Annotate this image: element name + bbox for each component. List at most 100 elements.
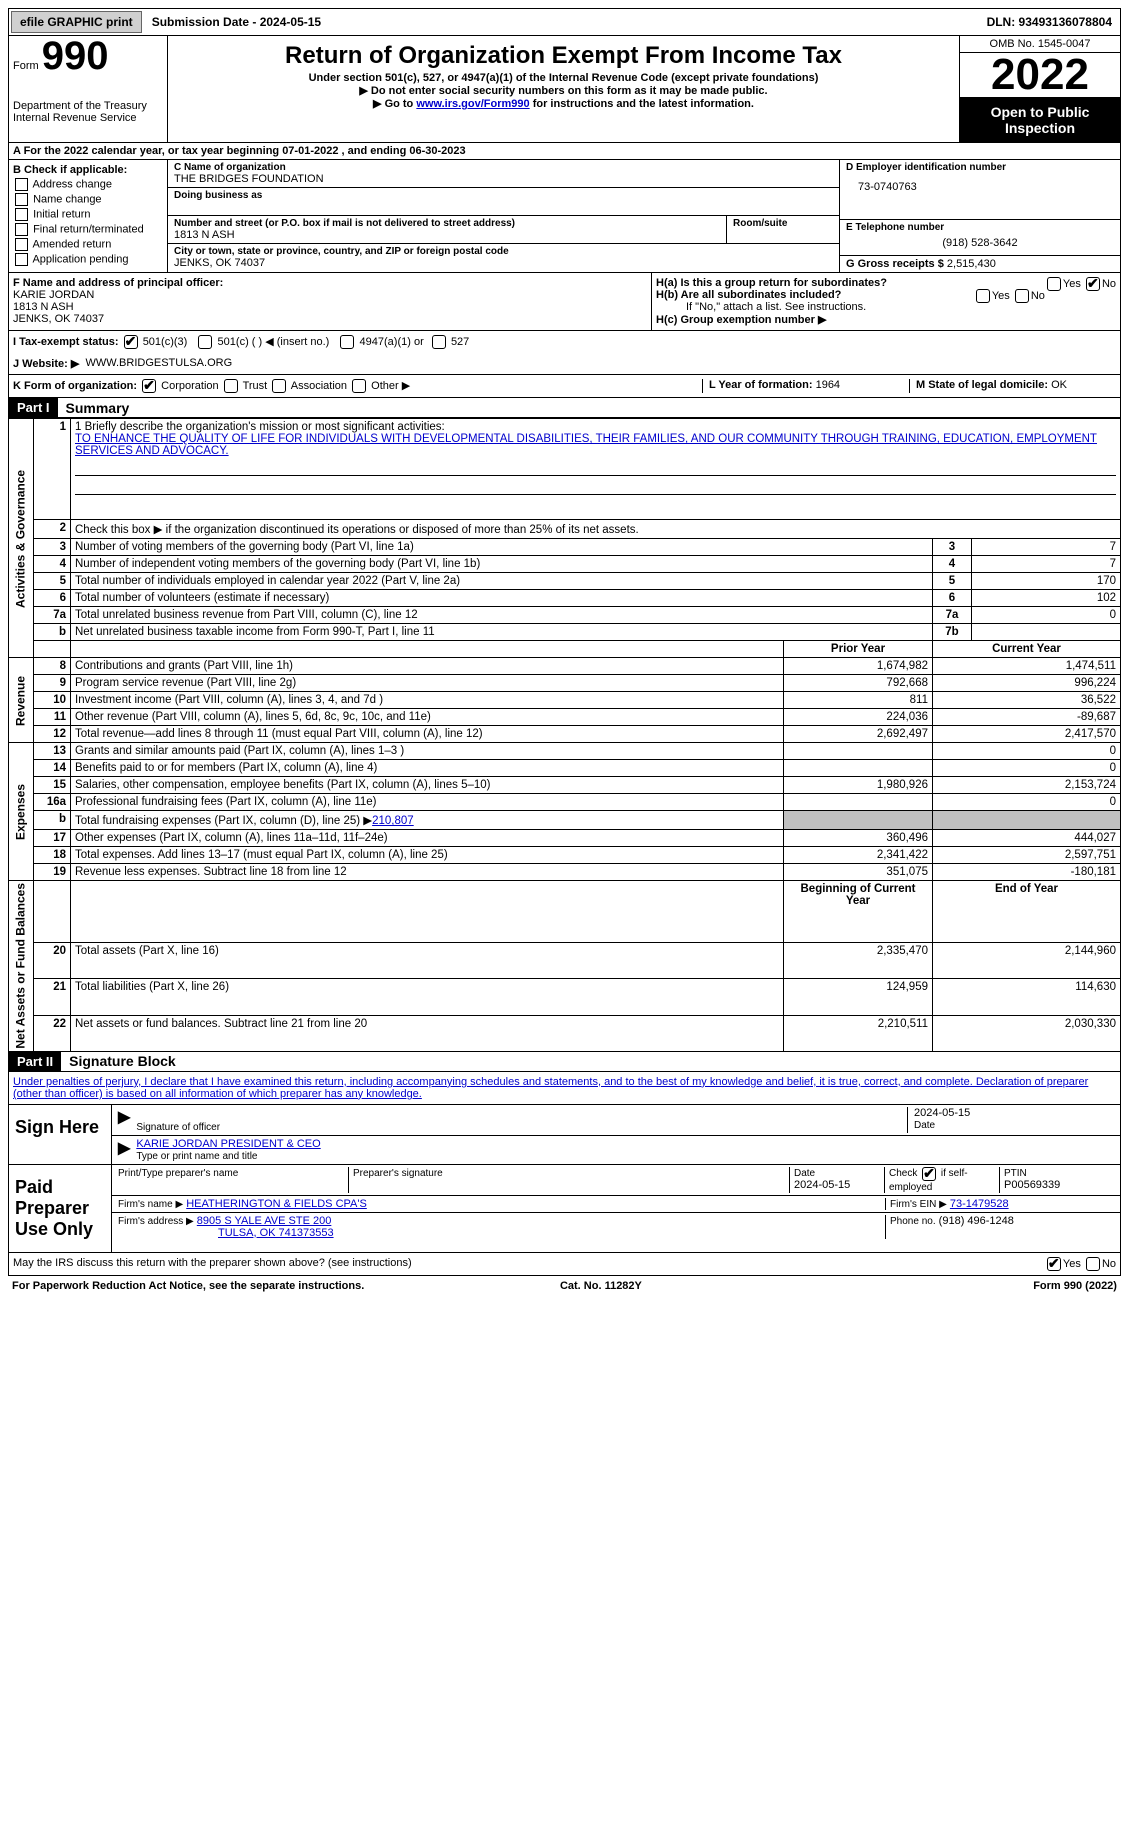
ha-yes[interactable]	[1047, 277, 1061, 291]
cb-name-change[interactable]	[15, 193, 28, 206]
cb-amended[interactable]	[15, 238, 28, 251]
d-ein-label: D Employer identification number	[846, 162, 1114, 173]
section-b-c-d-e: B Check if applicable: Address change Na…	[8, 160, 1121, 273]
cb-4947[interactable]	[340, 335, 354, 349]
cb-app-pending[interactable]	[15, 253, 28, 266]
line15: Salaries, other compensation, employee b…	[71, 777, 784, 794]
p10: 811	[784, 692, 933, 709]
mission-q: 1 Briefly describe the organization's mi…	[75, 421, 445, 433]
cb-501c[interactable]	[198, 335, 212, 349]
col-end: End of Year	[933, 881, 1121, 943]
dba-label: Doing business as	[174, 190, 833, 201]
cb-501c3[interactable]	[124, 335, 138, 349]
p12: 2,692,497	[784, 726, 933, 743]
p8: 1,674,982	[784, 658, 933, 675]
hc-label: H(c) Group exemption number ▶	[656, 314, 826, 326]
line5: Total number of individuals employed in …	[71, 573, 933, 590]
cb-trust[interactable]	[224, 379, 238, 393]
self-employed-check: Check if self-employed	[889, 1168, 968, 1192]
ha-label: H(a) Is this a group return for subordin…	[656, 277, 887, 289]
tax-year: 2022	[960, 53, 1120, 98]
line11: Other revenue (Part VIII, column (A), li…	[71, 709, 784, 726]
dept-treasury: Department of the Treasury	[13, 100, 163, 112]
c8: 1,474,511	[933, 658, 1121, 675]
form-number: 990	[42, 34, 109, 78]
cb-corp[interactable]	[142, 379, 156, 393]
side-governance: Activities & Governance	[9, 419, 34, 658]
col-current: Current Year	[933, 641, 1121, 658]
efile-button[interactable]: efile GRAPHIC print	[11, 11, 142, 33]
cb-assoc[interactable]	[272, 379, 286, 393]
firm-addr1: 8905 S YALE AVE STE 200	[197, 1215, 332, 1227]
discuss-q: May the IRS discuss this return with the…	[13, 1257, 412, 1271]
mission-text: TO ENHANCE THE QUALITY OF LIFE FOR INDIV…	[75, 433, 1097, 457]
ssn-note: ▶ Do not enter social security numbers o…	[172, 84, 955, 97]
year-formation: 1964	[816, 379, 840, 391]
cb-final-return[interactable]	[15, 223, 28, 236]
line2: Check this box ▶ if the organization dis…	[71, 520, 1121, 539]
phone-value: (918) 528-3642	[846, 233, 1114, 253]
line8: Contributions and grants (Part VIII, lin…	[71, 658, 784, 675]
c14: 0	[933, 760, 1121, 777]
line16b: Total fundraising expenses (Part IX, col…	[71, 811, 784, 830]
side-revenue: Revenue	[9, 658, 34, 743]
hb-yes[interactable]	[976, 289, 990, 303]
hb-label: H(b) Are all subordinates included?	[656, 289, 841, 301]
firm-name: HEATHERINGTON & FIELDS CPA'S	[186, 1198, 367, 1210]
cat-no: Cat. No. 11282Y	[560, 1280, 642, 1292]
line19: Revenue less expenses. Subtract line 18 …	[71, 864, 784, 881]
p17: 360,496	[784, 830, 933, 847]
line16a: Professional fundraising fees (Part IX, …	[71, 794, 784, 811]
cb-address-change[interactable]	[15, 178, 28, 191]
g-receipts-label: G Gross receipts $	[846, 258, 944, 270]
cb-527[interactable]	[432, 335, 446, 349]
v7b	[972, 624, 1121, 641]
hb-no[interactable]	[1015, 289, 1029, 303]
cb-other[interactable]	[352, 379, 366, 393]
row-j-website: J Website: ▶ WWW.BRIDGESTULSA.ORG	[8, 353, 1121, 375]
p15: 1,980,926	[784, 777, 933, 794]
v3: 7	[972, 539, 1121, 556]
col-beg: Beginning of Current Year	[784, 881, 933, 943]
city-state-zip: JENKS, OK 74037	[174, 257, 833, 269]
cb-initial-return[interactable]	[15, 208, 28, 221]
c18: 2,597,751	[933, 847, 1121, 864]
c16a: 0	[933, 794, 1121, 811]
website: WWW.BRIDGESTULSA.ORG	[85, 357, 232, 370]
line10: Investment income (Part VIII, column (A)…	[71, 692, 784, 709]
page-footer: For Paperwork Reduction Act Notice, see …	[8, 1276, 1121, 1296]
discuss-no[interactable]	[1086, 1257, 1100, 1271]
p11: 224,036	[784, 709, 933, 726]
irs-link[interactable]: www.irs.gov/Form990	[416, 98, 529, 110]
p9: 792,668	[784, 675, 933, 692]
c10: 36,522	[933, 692, 1121, 709]
c19: -180,181	[933, 864, 1121, 881]
side-netassets: Net Assets or Fund Balances	[9, 881, 34, 1052]
side-expenses: Expenses	[9, 743, 34, 881]
prep-date: 2024-05-15	[794, 1179, 850, 1191]
firm-ein: 73-1479528	[950, 1198, 1009, 1210]
ptin: P00569339	[1004, 1179, 1060, 1191]
sig-officer-label: Signature of officer	[136, 1122, 220, 1133]
line20: Total assets (Part X, line 16)	[71, 943, 784, 979]
e20: 2,144,960	[933, 943, 1121, 979]
line14: Benefits paid to or for members (Part IX…	[71, 760, 784, 777]
part2-header: Part II Signature Block	[8, 1052, 1121, 1072]
state-domicile: OK	[1051, 379, 1067, 391]
org-name: THE BRIDGES FOUNDATION	[174, 173, 833, 185]
firm-phone: (918) 496-1248	[939, 1215, 1014, 1227]
open-inspection: Open to Public Inspection	[960, 98, 1120, 142]
c9: 996,224	[933, 675, 1121, 692]
ha-no[interactable]	[1086, 277, 1100, 291]
line12: Total revenue—add lines 8 through 11 (mu…	[71, 726, 784, 743]
hb-note: If "No," attach a list. See instructions…	[656, 301, 1116, 313]
summary-table: Activities & Governance 1 1 Briefly desc…	[8, 418, 1121, 1052]
form-title: Return of Organization Exempt From Incom…	[172, 42, 955, 70]
discuss-yes[interactable]	[1047, 1257, 1061, 1271]
b-label: B Check if applicable:	[13, 164, 163, 176]
sign-here-label: Sign Here	[9, 1105, 112, 1164]
addr-label: Number and street (or P.O. box if mail i…	[174, 218, 720, 229]
perjury-declaration: Under penalties of perjury, I declare th…	[9, 1072, 1120, 1105]
gross-receipts: 2,515,430	[947, 258, 996, 270]
officer-addr2: JENKS, OK 74037	[13, 313, 104, 325]
